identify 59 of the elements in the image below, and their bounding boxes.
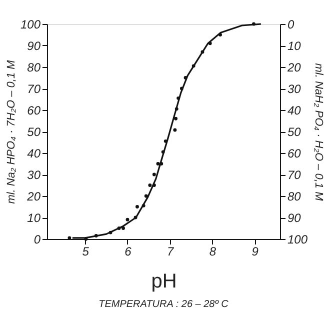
x-tick-label: 9 bbox=[252, 244, 259, 258]
y2-tick-label: 80 bbox=[288, 190, 302, 204]
text: TEMPERATURA : 26 – 28º C bbox=[98, 299, 230, 310]
x-tick-label: 7 bbox=[167, 244, 176, 258]
point bbox=[173, 128, 177, 132]
x-axis-title: pH bbox=[151, 270, 177, 292]
point bbox=[160, 162, 164, 166]
y2-tick-label: 90 bbox=[288, 211, 302, 225]
point bbox=[94, 234, 98, 238]
point bbox=[134, 216, 138, 220]
point bbox=[142, 204, 146, 208]
y2-axis-title: ml. NaH₂ PO₄ · H₂O – 0,1 M bbox=[312, 63, 325, 202]
y2-tick-label: 30 bbox=[288, 82, 302, 96]
y2-tick-label: 100 bbox=[288, 232, 308, 246]
point bbox=[126, 218, 130, 222]
point bbox=[161, 150, 165, 154]
y2-tick-label: 0 bbox=[288, 18, 294, 32]
y-tick-label: 20 bbox=[26, 190, 41, 204]
y-tick-label: 10 bbox=[27, 211, 41, 225]
point bbox=[184, 76, 188, 80]
point bbox=[144, 194, 148, 198]
y2-tick-label: 40 bbox=[288, 104, 302, 118]
point bbox=[200, 50, 204, 54]
x-tick-label: 5 bbox=[82, 244, 90, 258]
y-tick-label: 30 bbox=[27, 168, 41, 182]
point bbox=[192, 64, 196, 68]
y-tick-label: 60 bbox=[27, 104, 41, 118]
point bbox=[136, 205, 139, 208]
point bbox=[117, 226, 121, 230]
point bbox=[152, 184, 156, 187]
y2-tick-label: 20 bbox=[286, 60, 302, 74]
point bbox=[174, 116, 178, 120]
point bbox=[176, 96, 180, 100]
point bbox=[156, 162, 160, 166]
point bbox=[84, 237, 88, 241]
point bbox=[108, 230, 112, 234]
y-tick-label: 80 bbox=[27, 60, 41, 74]
point bbox=[208, 42, 212, 46]
point bbox=[164, 139, 168, 143]
y2-tick-label: 50 bbox=[288, 125, 302, 139]
x-tick-label: 6 bbox=[124, 244, 132, 258]
y-tick-label: 100 bbox=[20, 18, 41, 32]
point bbox=[218, 33, 222, 36]
point bbox=[148, 184, 152, 187]
point bbox=[252, 22, 256, 26]
y-tick-label: 0 bbox=[34, 232, 41, 246]
y2-tick-label: 70 bbox=[288, 168, 302, 182]
point bbox=[152, 172, 156, 176]
y-tick-label: 50 bbox=[27, 125, 41, 139]
y2-tick-label: 10 bbox=[288, 39, 302, 53]
y-tick-label: 40 bbox=[27, 146, 41, 160]
y-tick-label: 90 bbox=[27, 39, 41, 53]
point bbox=[122, 226, 125, 230]
point bbox=[174, 107, 178, 111]
y-axis-title: ml. Na₂ HPO₄ · 7H₂O – 0,1 M bbox=[5, 59, 18, 204]
y2-tick-label: 60 bbox=[288, 146, 302, 160]
x-tick-label: 8 bbox=[209, 244, 216, 258]
point bbox=[180, 86, 184, 90]
y-tick-label: 70 bbox=[27, 82, 41, 96]
